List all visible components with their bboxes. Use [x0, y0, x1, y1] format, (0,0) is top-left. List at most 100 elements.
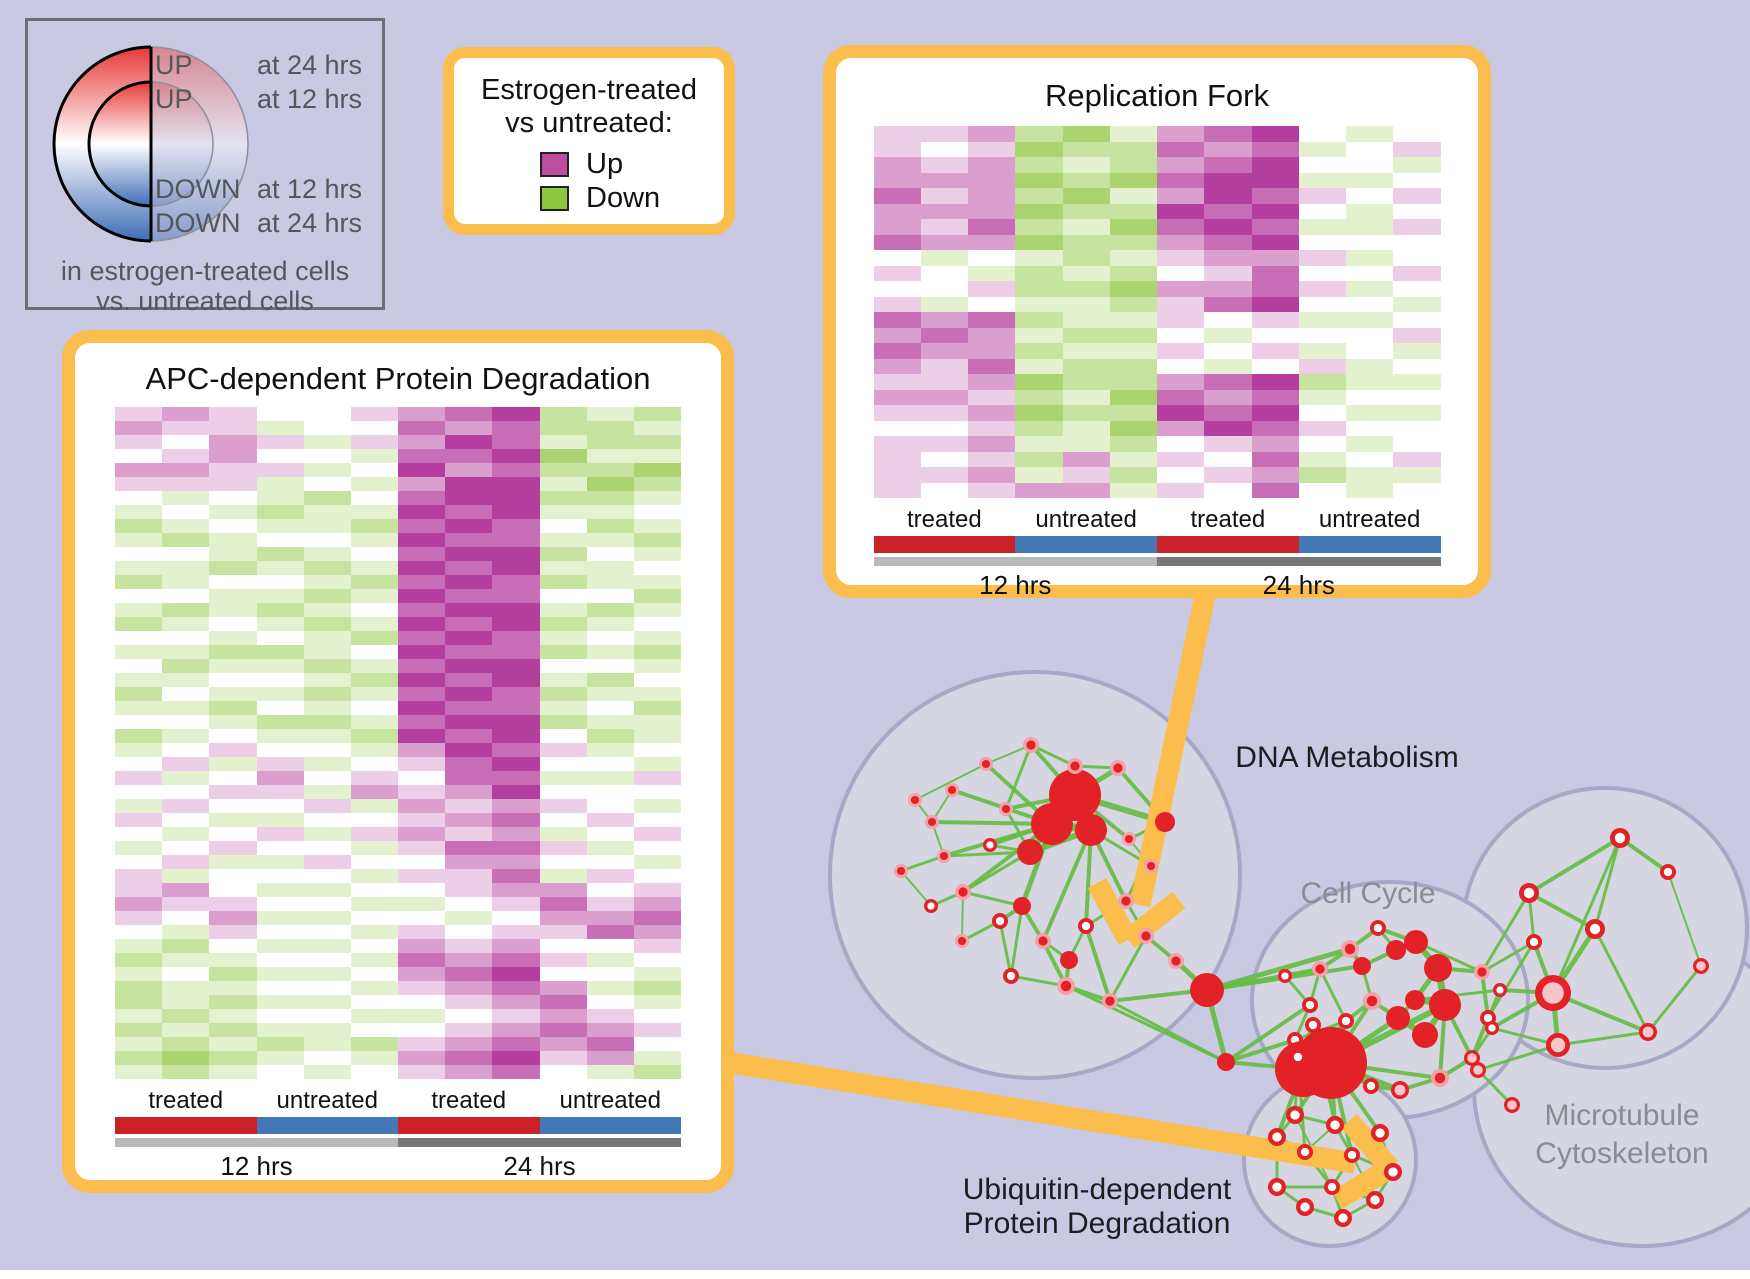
heatmap-cell: [492, 673, 540, 687]
heatmap-cell: [1204, 451, 1252, 467]
heatmap-cell: [539, 561, 587, 575]
heatmap-cell: [445, 939, 493, 953]
network-node-core-d14: [995, 916, 1005, 926]
heatmap-cell: [1062, 482, 1110, 498]
heatmap-cell: [633, 561, 681, 575]
heatmap-cell: [445, 771, 493, 785]
heatmap-cell: [586, 631, 634, 645]
ring-footer-line1: in estrogen-treated cells: [60, 256, 350, 286]
heatmap-cell: [586, 561, 634, 575]
heatmap-cell: [398, 659, 446, 673]
heatmap-cell: [1157, 420, 1205, 436]
heatmap-cell: [1298, 172, 1346, 188]
heatmap-cell: [1346, 188, 1394, 204]
heatmap-cell: [492, 645, 540, 659]
heatmap-cell: [162, 435, 210, 449]
heatmap-cell: [1204, 234, 1252, 250]
ring-label-up-24: UP: [155, 50, 193, 80]
heatmap-cell: [162, 421, 210, 435]
heatmap-cell: [539, 715, 587, 729]
network-node-c6: [1386, 940, 1406, 960]
heatmap-cell: [445, 953, 493, 967]
heatmap-cell: [162, 687, 210, 701]
network-edge: [1010, 974, 1067, 988]
heatmap-cell: [398, 547, 446, 561]
rf-group-label-treated-12: treated: [907, 506, 982, 533]
heatmap-cell: [445, 617, 493, 631]
heatmap-cell: [873, 126, 921, 142]
heatmap-cell: [209, 911, 257, 925]
heatmap-cell: [209, 1065, 257, 1079]
network-node-core-d15: [1038, 936, 1048, 946]
heatmap-cell: [209, 841, 257, 855]
network-node-core-d19: [1124, 834, 1134, 844]
heatmap-cell: [586, 589, 634, 603]
heatmap-cell: [586, 939, 634, 953]
network-edge: [1108, 935, 1148, 1002]
heatmap-cell: [1346, 296, 1394, 312]
heatmap-cell: [492, 463, 540, 477]
heatmap-cell: [586, 799, 634, 813]
rf-time-label-24hrs: 24 hrs: [1262, 570, 1335, 600]
network-node-core-m4: [1589, 923, 1601, 935]
heatmap-cell: [1062, 265, 1110, 281]
heatmap-cell: [1346, 157, 1394, 173]
heatmap-cell: [303, 995, 351, 1009]
heatmap-cell: [1393, 467, 1441, 483]
heatmap-cell: [1109, 467, 1157, 483]
heatmap-cell: [920, 343, 968, 359]
heatmap-cell: [209, 883, 257, 897]
network-node-core-u3: [1375, 1128, 1385, 1138]
heatmap-cell: [445, 1023, 493, 1037]
heatmap-cell: [1393, 405, 1441, 421]
heatmap-cell: [586, 785, 634, 799]
heatmap-cell: [492, 1037, 540, 1051]
network-node-core-c13: [1341, 1016, 1351, 1026]
heatmap-cell: [1393, 343, 1441, 359]
heatmap-cell: [586, 617, 634, 631]
heatmap-cell: [633, 1009, 681, 1023]
heatmap-cell: [539, 925, 587, 939]
network-edge: [914, 763, 987, 801]
heatmap-cell: [1251, 327, 1299, 343]
treated-bar: [873, 536, 1016, 553]
network-node-core-u8: [1272, 1182, 1282, 1192]
ring-label-down-12: DOWN: [155, 174, 241, 204]
heatmap-cell: [115, 491, 163, 505]
heatmap-cell: [1251, 172, 1299, 188]
heatmap-cell: [209, 869, 257, 883]
heatmap-cell: [633, 729, 681, 743]
heatmap-cell: [445, 897, 493, 911]
heatmap-cell: [1346, 451, 1394, 467]
heatmap-cell: [492, 1065, 540, 1079]
heatmap-cell: [539, 869, 587, 883]
heatmap-cell: [1109, 188, 1157, 204]
heatmap-cell: [398, 897, 446, 911]
heatmap-cell: [1346, 172, 1394, 188]
heatmap-cell: [1157, 281, 1205, 297]
network-edge: [1030, 743, 1076, 768]
heatmap-cell: [1204, 250, 1252, 266]
heatmap-cell: [539, 547, 587, 561]
heatmap-cell: [539, 799, 587, 813]
heatmap-cell: [1062, 296, 1110, 312]
network-node-core-d23: [1060, 980, 1072, 992]
treated-bar: [115, 1117, 257, 1134]
replication-fork-title: Replication Fork: [1045, 78, 1269, 113]
heatmap-cell: [1204, 141, 1252, 157]
heatmap-cell: [492, 421, 540, 435]
heatmap-cell: [586, 421, 634, 435]
heatmap-cell: [1346, 327, 1394, 343]
network-node-core-c17: [1434, 1072, 1446, 1084]
network-edge: [1486, 941, 1536, 1019]
heatmap-cell: [539, 883, 587, 897]
network-edge: [1224, 1003, 1312, 1064]
network-node-core-d16: [1081, 921, 1091, 931]
heatmap-cell: [1346, 374, 1394, 390]
heatmap-cell: [633, 743, 681, 757]
heatmap-cell: [398, 729, 446, 743]
heatmap-cell: [1062, 250, 1110, 266]
heatmap-cell: [115, 897, 163, 911]
heatmap-cell: [256, 673, 304, 687]
heatmap-cell: [873, 327, 921, 343]
